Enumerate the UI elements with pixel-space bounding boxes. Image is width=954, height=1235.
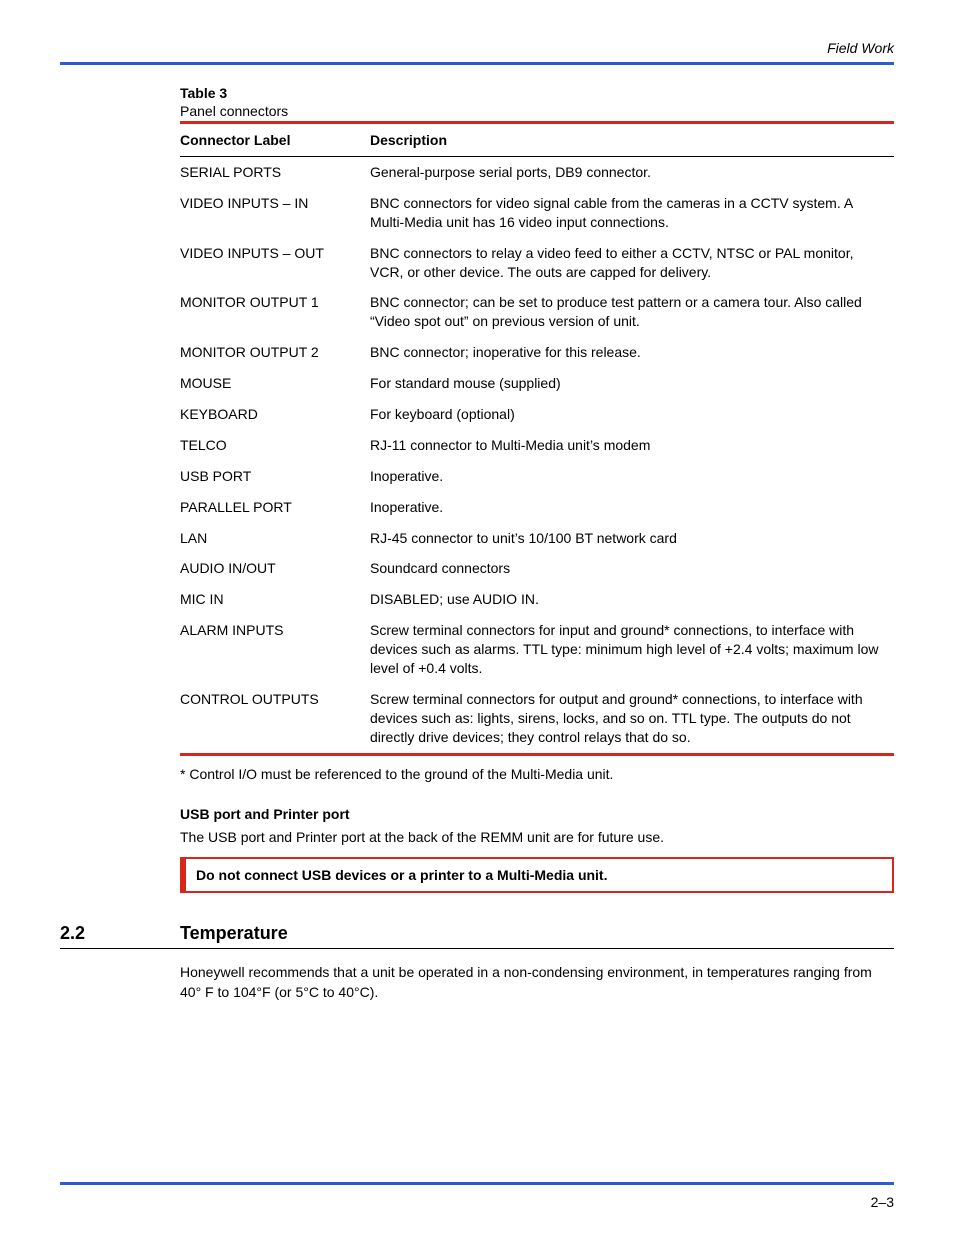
connector-label-cell: MOUSE bbox=[180, 368, 370, 399]
table-number: Table 3 bbox=[180, 85, 227, 101]
usb-body-text: The USB port and Printer port at the bac… bbox=[180, 828, 894, 848]
connector-desc-cell: BNC connector; can be set to produce tes… bbox=[370, 287, 894, 337]
connector-label-cell: VIDEO INPUTS – IN bbox=[180, 188, 370, 238]
connector-label-cell: AUDIO IN/OUT bbox=[180, 553, 370, 584]
connector-desc-cell: DISABLED; use AUDIO IN. bbox=[370, 584, 894, 615]
connector-label-cell: LAN bbox=[180, 523, 370, 554]
connector-desc-cell: Inoperative. bbox=[370, 461, 894, 492]
section-body: Honeywell recommends that a unit be oper… bbox=[180, 963, 894, 1002]
table-caption: Panel connectors bbox=[180, 103, 288, 119]
header-rule bbox=[60, 62, 894, 65]
table-row: MONITOR OUTPUT 2BNC connector; inoperati… bbox=[180, 337, 894, 368]
col-header-desc: Description bbox=[370, 124, 894, 157]
table-row: CONTROL OUTPUTSScrew terminal connectors… bbox=[180, 684, 894, 753]
table-row: LANRJ-45 connector to unit’s 10/100 BT n… bbox=[180, 523, 894, 554]
connector-label-cell: SERIAL PORTS bbox=[180, 157, 370, 188]
table-row: USB PORTInoperative. bbox=[180, 461, 894, 492]
table-header-row: Connector Label Description bbox=[180, 124, 894, 157]
connector-label-cell: ALARM INPUTS bbox=[180, 615, 370, 684]
connector-desc-cell: For keyboard (optional) bbox=[370, 399, 894, 430]
connector-desc-cell: General-purpose serial ports, DB9 connec… bbox=[370, 157, 894, 188]
running-header: Field Work bbox=[60, 40, 894, 56]
table-heading-block: Table 3 Panel connectors bbox=[180, 85, 894, 121]
table-row: VIDEO INPUTS – OUTBNC connectors to rela… bbox=[180, 238, 894, 288]
connector-table: Connector Label Description SERIAL PORTS… bbox=[180, 124, 894, 753]
content-block: Table 3 Panel connectors Connector Label… bbox=[180, 85, 894, 893]
connector-label-cell: KEYBOARD bbox=[180, 399, 370, 430]
table-row: MOUSEFor standard mouse (supplied) bbox=[180, 368, 894, 399]
connector-desc-cell: RJ-45 connector to unit’s 10/100 BT netw… bbox=[370, 523, 894, 554]
connector-desc-cell: For standard mouse (supplied) bbox=[370, 368, 894, 399]
connector-label-cell: MONITOR OUTPUT 2 bbox=[180, 337, 370, 368]
connector-label-cell: CONTROL OUTPUTS bbox=[180, 684, 370, 753]
connector-desc-cell: Soundcard connectors bbox=[370, 553, 894, 584]
connector-label-cell: MIC IN bbox=[180, 584, 370, 615]
table-row: ALARM INPUTSScrew terminal connectors fo… bbox=[180, 615, 894, 684]
section-number: 2.2 bbox=[60, 923, 180, 944]
warning-box: Do not connect USB devices or a printer … bbox=[180, 857, 894, 893]
section-title: Temperature bbox=[180, 923, 288, 944]
connector-desc-cell: BNC connectors for video signal cable fr… bbox=[370, 188, 894, 238]
connector-label-cell: PARALLEL PORT bbox=[180, 492, 370, 523]
table-row: MIC INDISABLED; use AUDIO IN. bbox=[180, 584, 894, 615]
section-heading-row: 2.2 Temperature bbox=[60, 923, 894, 949]
table-row: AUDIO IN/OUTSoundcard connectors bbox=[180, 553, 894, 584]
connector-desc-cell: BNC connectors to relay a video feed to … bbox=[370, 238, 894, 288]
page: Field Work Table 3 Panel connectors Conn… bbox=[0, 0, 954, 1235]
connector-desc-cell: RJ-11 connector to Multi-Media unit’s mo… bbox=[370, 430, 894, 461]
table-row: PARALLEL PORTInoperative. bbox=[180, 492, 894, 523]
connector-desc-cell: BNC connector; inoperative for this rele… bbox=[370, 337, 894, 368]
connector-label-cell: VIDEO INPUTS – OUT bbox=[180, 238, 370, 288]
table-row: MONITOR OUTPUT 1BNC connector; can be se… bbox=[180, 287, 894, 337]
connector-label-cell: USB PORT bbox=[180, 461, 370, 492]
table-row: KEYBOARDFor keyboard (optional) bbox=[180, 399, 894, 430]
table-bottom-rule bbox=[180, 753, 894, 756]
table-row: TELCORJ-11 connector to Multi-Media unit… bbox=[180, 430, 894, 461]
footer-rule bbox=[60, 1182, 894, 1185]
connector-label-cell: TELCO bbox=[180, 430, 370, 461]
connector-desc-cell: Screw terminal connectors for output and… bbox=[370, 684, 894, 753]
page-number: 2–3 bbox=[871, 1194, 894, 1210]
connector-desc-cell: Screw terminal connectors for input and … bbox=[370, 615, 894, 684]
connector-desc-cell: Inoperative. bbox=[370, 492, 894, 523]
table-row: VIDEO INPUTS – INBNC connectors for vide… bbox=[180, 188, 894, 238]
table-row: SERIAL PORTSGeneral-purpose serial ports… bbox=[180, 157, 894, 188]
usb-subheading: USB port and Printer port bbox=[180, 806, 894, 822]
col-header-label: Connector Label bbox=[180, 124, 370, 157]
connector-label-cell: MONITOR OUTPUT 1 bbox=[180, 287, 370, 337]
table-footnote: * Control I/O must be referenced to the … bbox=[180, 766, 894, 782]
